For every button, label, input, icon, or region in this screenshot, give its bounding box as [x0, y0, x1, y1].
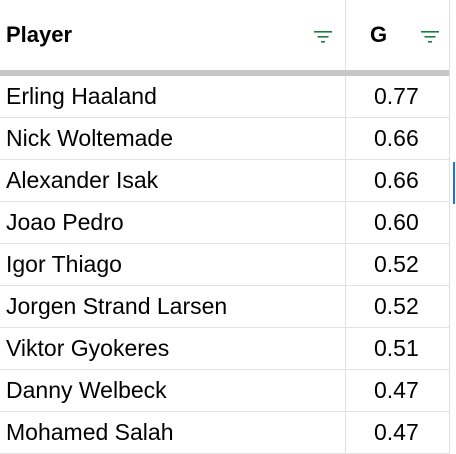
cell-g[interactable]: 0.60: [374, 209, 419, 235]
cell-g[interactable]: 0.47: [374, 419, 419, 445]
cell-g[interactable]: 0.52: [374, 293, 419, 319]
table-row: Nick Woltemade 0.66: [0, 118, 449, 160]
cell-g[interactable]: 0.66: [374, 125, 419, 151]
table-row: Jorgen Strand Larsen 0.52: [0, 286, 449, 328]
cell-player[interactable]: Jorgen Strand Larsen: [6, 293, 228, 319]
cell-player[interactable]: Erling Haaland: [6, 83, 157, 109]
selection-edge: [453, 162, 455, 204]
cell-player[interactable]: Danny Welbeck: [6, 377, 167, 403]
table-row: Viktor Gyokeres 0.51: [0, 328, 449, 370]
table-row: Igor Thiago 0.52: [0, 244, 449, 286]
header-cell-g[interactable]: G: [346, 0, 449, 70]
cell-g[interactable]: 0.77: [374, 83, 419, 109]
header-cell-player[interactable]: Player: [0, 0, 345, 70]
table-row: Erling Haaland 0.77: [0, 76, 449, 118]
filter-icon[interactable]: [420, 30, 440, 44]
cell-player[interactable]: Alexander Isak: [6, 167, 159, 193]
cell-player[interactable]: Joao Pedro: [6, 209, 124, 235]
cell-g[interactable]: 0.51: [374, 335, 419, 361]
table-row: Danny Welbeck 0.47: [0, 370, 449, 412]
cell-player[interactable]: Igor Thiago: [6, 251, 122, 277]
cell-g[interactable]: 0.66: [374, 167, 419, 193]
column-divider: [345, 0, 346, 454]
table-body: Erling Haaland 0.77 Nick Woltemade 0.66 …: [0, 76, 449, 454]
table-row: Alexander Isak 0.66: [0, 160, 449, 202]
cell-player[interactable]: Viktor Gyokeres: [6, 335, 170, 361]
table-row: Mohamed Salah 0.47: [0, 412, 449, 454]
cell-g[interactable]: 0.52: [374, 251, 419, 277]
cell-g[interactable]: 0.47: [374, 377, 419, 403]
header-player-label: Player: [6, 22, 73, 47]
header-g-label: G: [370, 22, 388, 47]
column-divider: [449, 0, 450, 454]
cell-player[interactable]: Nick Woltemade: [6, 125, 174, 151]
header-row: Player G: [0, 0, 456, 70]
cell-player[interactable]: Mohamed Salah: [6, 419, 174, 445]
table-row: Joao Pedro 0.60: [0, 202, 449, 244]
filter-icon[interactable]: [313, 30, 333, 44]
frozen-row-divider[interactable]: [0, 70, 449, 76]
